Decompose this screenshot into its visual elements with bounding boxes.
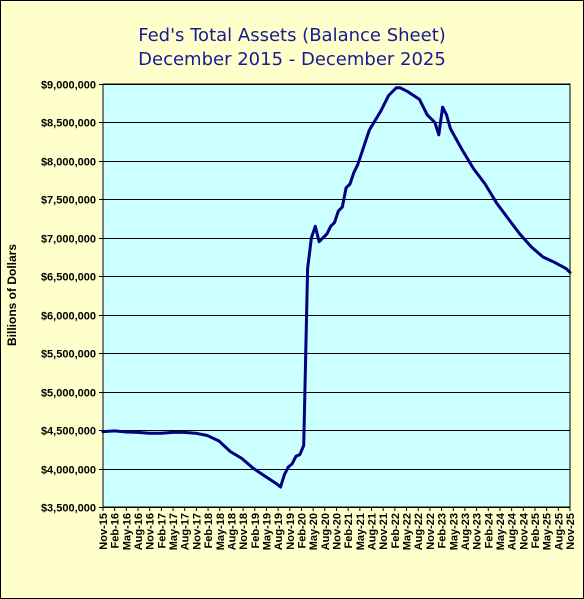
y-tick-label: $6,500,000 [41, 272, 96, 284]
y-tick-label: $4,500,000 [41, 426, 96, 438]
x-tick-label: Aug-21 [367, 513, 379, 550]
x-tick-label: Feb-21 [343, 513, 355, 548]
x-tick-label: Aug-18 [226, 513, 238, 550]
plot-border [102, 83, 571, 508]
y-tick-label: $3,500,000 [41, 503, 96, 515]
x-tick-label: May-21 [355, 513, 367, 550]
x-tick-label: May-22 [402, 513, 414, 550]
plot-area [103, 84, 570, 507]
y-tick-label: $5,000,000 [41, 388, 96, 400]
x-tick-label: Aug-16 [133, 513, 145, 550]
x-tick-label: Feb-20 [296, 513, 308, 548]
x-tick-label: Aug-24 [507, 512, 519, 550]
x-tick-label: May-25 [542, 513, 554, 550]
x-tick-label: Nov-22 [425, 513, 437, 550]
x-tick-label: Nov-17 [191, 513, 203, 550]
x-tick-label: Aug-22 [413, 513, 425, 550]
x-tick-label: May-20 [308, 513, 320, 550]
y-tick-label: $9,000,000 [41, 80, 96, 92]
x-tick-label: Aug-19 [273, 513, 285, 550]
x-tick-label: Nov-25 [565, 513, 577, 550]
x-tick-label: Aug-23 [460, 513, 472, 550]
x-tick-label: Feb-25 [530, 513, 542, 548]
x-tick-label: May-18 [215, 513, 227, 550]
chart-title-line-1: Fed's Total Assets (Balance Sheet) [138, 25, 446, 46]
x-tick-label: Nov-24 [518, 512, 530, 550]
y-tick-label: $7,000,000 [41, 234, 96, 246]
x-tick-label: Feb-18 [203, 513, 215, 548]
x-tick-label: Aug-17 [180, 513, 192, 550]
y-axis: $3,500,000 $4,000,000 $4,500,000 $5,000,000… [41, 80, 103, 515]
x-axis: Nov-15 Feb-16 May-16 Aug-16 Nov-16 Feb-17 May-… [98, 507, 577, 550]
x-tick-label: Nov-15 [98, 513, 110, 550]
x-tick-label: May-23 [448, 513, 460, 550]
x-tick-label: May-24 [495, 512, 507, 550]
x-tick-label: Feb-24 [483, 512, 495, 548]
chart-title: Fed's Total Assets (Balance Sheet) Decem… [0, 24, 584, 72]
x-tick-label: May-17 [168, 513, 180, 550]
y-tick-label: $5,500,000 [41, 349, 96, 361]
x-tick-label: Nov-18 [238, 513, 250, 550]
y-tick-label: $8,500,000 [41, 118, 96, 130]
x-tick-label: Nov-19 [285, 513, 297, 550]
series-line-total-assets [101, 86, 572, 489]
x-tick-label: Aug-25 [553, 513, 565, 550]
x-tick-label: Feb-17 [156, 513, 168, 548]
x-tick-label: Nov-23 [472, 513, 484, 550]
y-axis-label: Billions of Dollars [5, 244, 19, 346]
x-tick-label: Nov-21 [378, 513, 390, 550]
y-tick-label: $6,000,000 [41, 311, 96, 323]
x-tick-label: Feb-22 [390, 513, 402, 548]
x-tick-label: Feb-23 [437, 513, 449, 548]
x-tick-label: Feb-16 [110, 513, 122, 548]
x-tick-label: Aug-20 [320, 513, 332, 550]
x-tick-label: Nov-16 [145, 513, 157, 550]
y-tick-label: $7,500,000 [41, 195, 96, 207]
x-tick-label: May-16 [121, 513, 133, 550]
x-tick-label: Nov-20 [332, 513, 344, 550]
chart-title-line-2: December 2015 - December 2025 [138, 49, 446, 70]
y-tick-label: $4,000,000 [41, 465, 96, 477]
x-tick-label: Feb-19 [250, 513, 262, 548]
x-tick-label: May-19 [261, 513, 273, 550]
grid-lines [103, 84, 570, 508]
y-tick-label: $8,000,000 [41, 157, 96, 169]
